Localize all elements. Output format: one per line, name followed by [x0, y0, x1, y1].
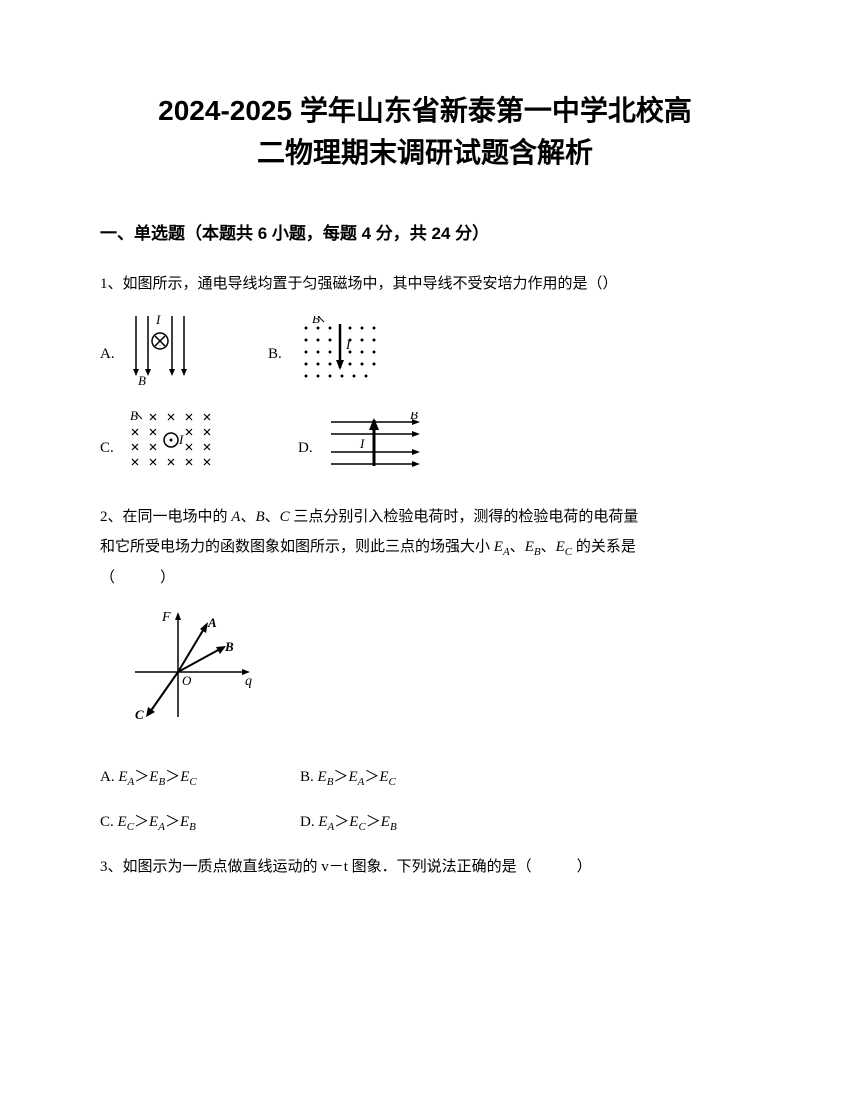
q2-opt-a: A. EA＞EB＞EC	[100, 762, 300, 793]
q2-options-row1: A. EA＞EB＞EC B. EB＞EA＞EC	[100, 762, 750, 793]
q3-number: 3、	[100, 859, 123, 875]
question-2: 2、在同一电场中的 A、B、C 三点分别引入检验电荷时，测得的检验电荷的电荷量 …	[100, 502, 750, 838]
q2-opt-c: C. EC＞EA＞EB	[100, 807, 300, 838]
svg-text:I: I	[178, 432, 184, 447]
q1-body: 如图所示，通电导线均置于匀强磁场中，其中导线不受安培力作用的是（）	[123, 276, 618, 292]
q2-opt-d: D. EA＞EC＞EB	[300, 807, 500, 838]
q1-opt-c-label: C.	[100, 433, 120, 463]
svg-text:q: q	[245, 674, 252, 689]
question-3: 3、如图示为一质点做直线运动的 v－t 图象．下列说法正确的是（ ）	[100, 852, 750, 882]
title-line1: 2024-2025 学年山东省新泰第一中学北校高	[100, 90, 750, 132]
svg-text:B: B	[410, 412, 418, 422]
svg-text:B: B	[224, 639, 234, 654]
q2-text: 2、在同一电场中的 A、B、C 三点分别引入检验电荷时，测得的检验电荷的电荷量 …	[100, 502, 750, 593]
svg-text:C: C	[135, 707, 144, 722]
q1-text: 1、如图所示，通电导线均置于匀强磁场中，其中导线不受安培力作用的是（）	[100, 269, 750, 299]
q1-row-cd: C.	[100, 407, 750, 488]
svg-text:B: B	[130, 408, 138, 423]
svg-text:I: I	[359, 436, 365, 451]
q1-diagram-d: B I	[326, 412, 426, 483]
q2-options-row2: C. EC＞EA＞EB D. EA＞EC＞EB	[100, 807, 750, 838]
q2-opt-b: B. EB＞EA＞EC	[300, 762, 500, 793]
q3-body: 如图示为一质点做直线运动的 v－t 图象．下列说法正确的是（ ）	[123, 859, 592, 875]
q2-graph: F q O A B C	[120, 607, 750, 738]
q3-text: 3、如图示为一质点做直线运动的 v－t 图象．下列说法正确的是（ ）	[100, 852, 750, 882]
section-heading: 一、单选题（本题共 6 小题，每题 4 分，共 24 分）	[100, 219, 750, 244]
q1-diagram-a: I B	[128, 311, 198, 397]
q1-number: 1、	[100, 276, 123, 292]
q1-opt-b-label: B.	[268, 339, 288, 369]
q2-number: 2、	[100, 509, 123, 525]
svg-text:A: A	[207, 615, 217, 630]
svg-text:I: I	[155, 312, 161, 327]
svg-text:B: B	[138, 373, 146, 386]
svg-text:I: I	[345, 337, 351, 352]
exam-title: 2024-2025 学年山东省新泰第一中学北校高 二物理期末调研试题含解析	[100, 90, 750, 174]
svg-text:O: O	[182, 673, 192, 688]
q1-diagram-b: B I	[296, 316, 381, 392]
svg-text:F: F	[161, 610, 171, 625]
question-1: 1、如图所示，通电导线均置于匀强磁场中，其中导线不受安培力作用的是（） A. I	[100, 269, 750, 488]
q1-opt-d-label: D.	[298, 433, 318, 463]
q1-row-ab: A. I B B.	[100, 311, 750, 397]
q1-opt-a-label: A.	[100, 339, 120, 369]
q1-diagram-c: B I	[128, 407, 228, 488]
title-line2: 二物理期末调研试题含解析	[100, 132, 750, 174]
